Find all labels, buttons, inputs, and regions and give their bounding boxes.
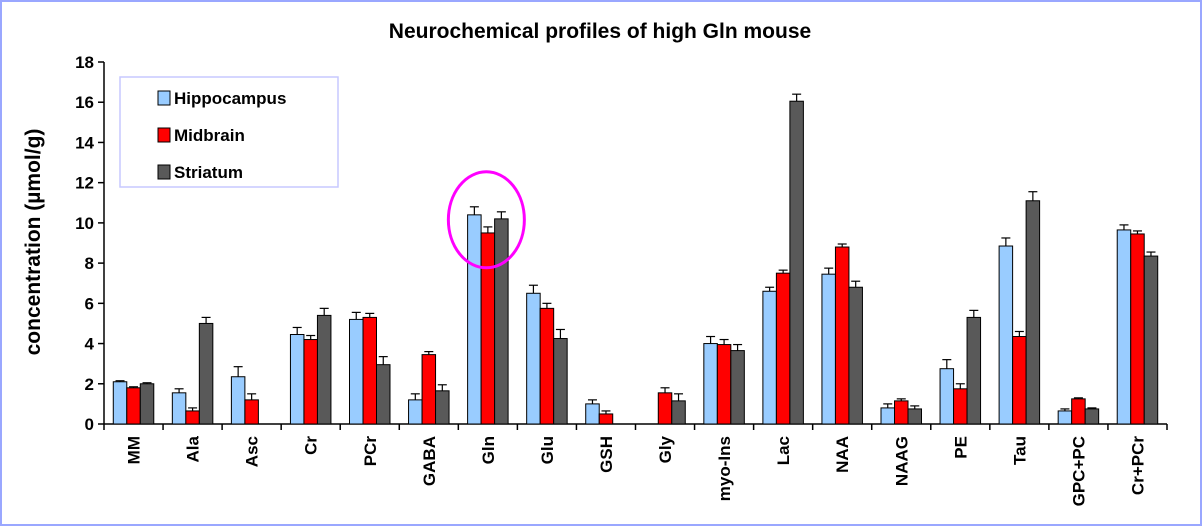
bar-hippocampus-gsh <box>585 403 600 425</box>
bar-hippocampus-pcr <box>349 318 364 425</box>
bar-midbrain-gsh <box>598 413 614 425</box>
x-tick-label: GSH <box>597 436 616 473</box>
y-tick-label: 2 <box>85 375 94 394</box>
bar-hippocampus-mm <box>112 381 128 425</box>
bar-hippocampus-gaba <box>408 399 423 425</box>
bar-hippocampus-naag <box>880 407 895 425</box>
bar-midbrain-gpc+pc <box>1071 398 1086 425</box>
y-tick-label: 8 <box>85 254 94 273</box>
bar-midbrain-gln <box>480 232 496 425</box>
bar-striatum-naa <box>848 286 863 425</box>
bar-striatum-tau <box>1025 200 1041 425</box>
legend-swatch-hippocampus <box>157 90 171 106</box>
bar-hippocampus-asc <box>230 376 246 425</box>
x-tick-label: myo-Ins <box>715 436 734 501</box>
bar-midbrain-pcr <box>362 316 377 425</box>
bar-striatum-cr+pcr <box>1143 255 1159 425</box>
bar-midbrain-naag <box>894 400 909 425</box>
bar-midbrain-gly <box>657 392 673 425</box>
bar-striatum-cr <box>316 314 332 425</box>
x-tick-label: NAA <box>833 436 852 473</box>
plot-area: 0 2 4 6 8 10 12 14 16 18 MM Ala Asc Cr PCr GABA Gln Glu GS… <box>75 53 1168 506</box>
bar-hippocampus-myo-ins <box>703 343 718 425</box>
bar-midbrain-lac <box>775 272 791 425</box>
x-tick-label: Gly <box>656 435 675 463</box>
legend: Hippocampus Midbrain Striatum <box>119 76 339 188</box>
legend-box <box>119 76 339 188</box>
highlight-ellipse <box>446 170 526 270</box>
x-tick-label: Lac <box>774 436 793 465</box>
bar-midbrain-cr <box>303 339 318 425</box>
bar-hippocampus-tau <box>998 245 1014 425</box>
x-tick-label: Cr <box>302 436 321 455</box>
x-tick-label: MM <box>125 436 144 464</box>
bar-striatum-gpc+pc <box>1084 408 1100 425</box>
legend-label-hippocampus: Hippocampus <box>174 89 286 108</box>
x-tick-label: NAAG <box>892 436 911 486</box>
bar-hippocampus-lac <box>762 290 777 425</box>
bar-midbrain-ala <box>185 410 200 425</box>
y-tick-label: 0 <box>85 415 94 434</box>
bar-midbrain-tau <box>1012 336 1027 425</box>
y-tick-label: 14 <box>75 133 94 152</box>
bar-striatum-gly <box>671 400 686 425</box>
bar-hippocampus-pe <box>939 368 955 425</box>
y-tick-label: 18 <box>75 53 94 72</box>
bar-striatum-glu <box>553 338 568 425</box>
x-tick-label: Glu <box>538 436 557 464</box>
bar-hippocampus-cr <box>289 334 305 425</box>
chart-title: Neurochemical profiles of high Gln mouse <box>389 20 811 43</box>
bar-striatum-mm <box>139 383 155 425</box>
bar-midbrain-naa <box>834 246 850 425</box>
bar-hippocampus-cr+pcr <box>1116 229 1132 425</box>
legend-label-striatum: Striatum <box>174 163 243 182</box>
x-tick-label: GABA <box>420 436 439 486</box>
bar-striatum-lac <box>789 100 804 425</box>
y-tick-label: 12 <box>75 174 94 193</box>
bar-hippocampus-naa <box>821 273 836 425</box>
bar-midbrain-cr+pcr <box>1130 233 1145 425</box>
bar-midbrain-myo-ins <box>716 344 732 425</box>
x-tick-label: Gln <box>479 436 498 464</box>
bar-striatum-pcr <box>376 364 391 425</box>
bar-midbrain-glu <box>539 307 555 425</box>
y-tick-label: 4 <box>85 335 95 354</box>
x-tick-label: Asc <box>243 436 262 467</box>
bar-hippocampus-ala <box>171 392 187 425</box>
y-tick-label: 16 <box>75 93 94 112</box>
x-tick-label: PCr <box>361 436 380 467</box>
x-tick-label: Cr+PCr <box>1128 436 1147 495</box>
legend-label-midbrain: Midbrain <box>174 126 245 145</box>
bar-midbrain-asc <box>244 399 259 425</box>
x-tick-label: Ala <box>184 435 203 462</box>
bar-hippocampus-glu <box>526 292 541 425</box>
bar-midbrain-gaba <box>421 354 437 425</box>
bar-striatum-ala <box>198 322 214 425</box>
bar-striatum-gln <box>494 218 509 425</box>
bar-striatum-pe <box>966 316 982 425</box>
y-tick-label: 6 <box>85 294 94 313</box>
legend-swatch-striatum <box>157 164 171 180</box>
x-tick-label: GPC+PC <box>1069 436 1088 506</box>
bar-hippocampus-gln <box>467 214 482 425</box>
y-axis-label: concentration (µmol/g) <box>22 129 45 356</box>
bar-midbrain-mm <box>126 387 141 425</box>
bar-midbrain-pe <box>953 388 968 425</box>
bar-striatum-gaba <box>435 390 450 425</box>
bar-hippocampus-gpc+pc <box>1057 410 1073 425</box>
bar-striatum-myo-ins <box>730 350 745 425</box>
bar-striatum-naag <box>907 408 922 425</box>
y-tick-label: 10 <box>75 214 94 233</box>
legend-swatch-midbrain <box>157 127 171 143</box>
x-tick-label: PE <box>951 436 970 459</box>
x-tick-label: Tau <box>1010 436 1029 465</box>
